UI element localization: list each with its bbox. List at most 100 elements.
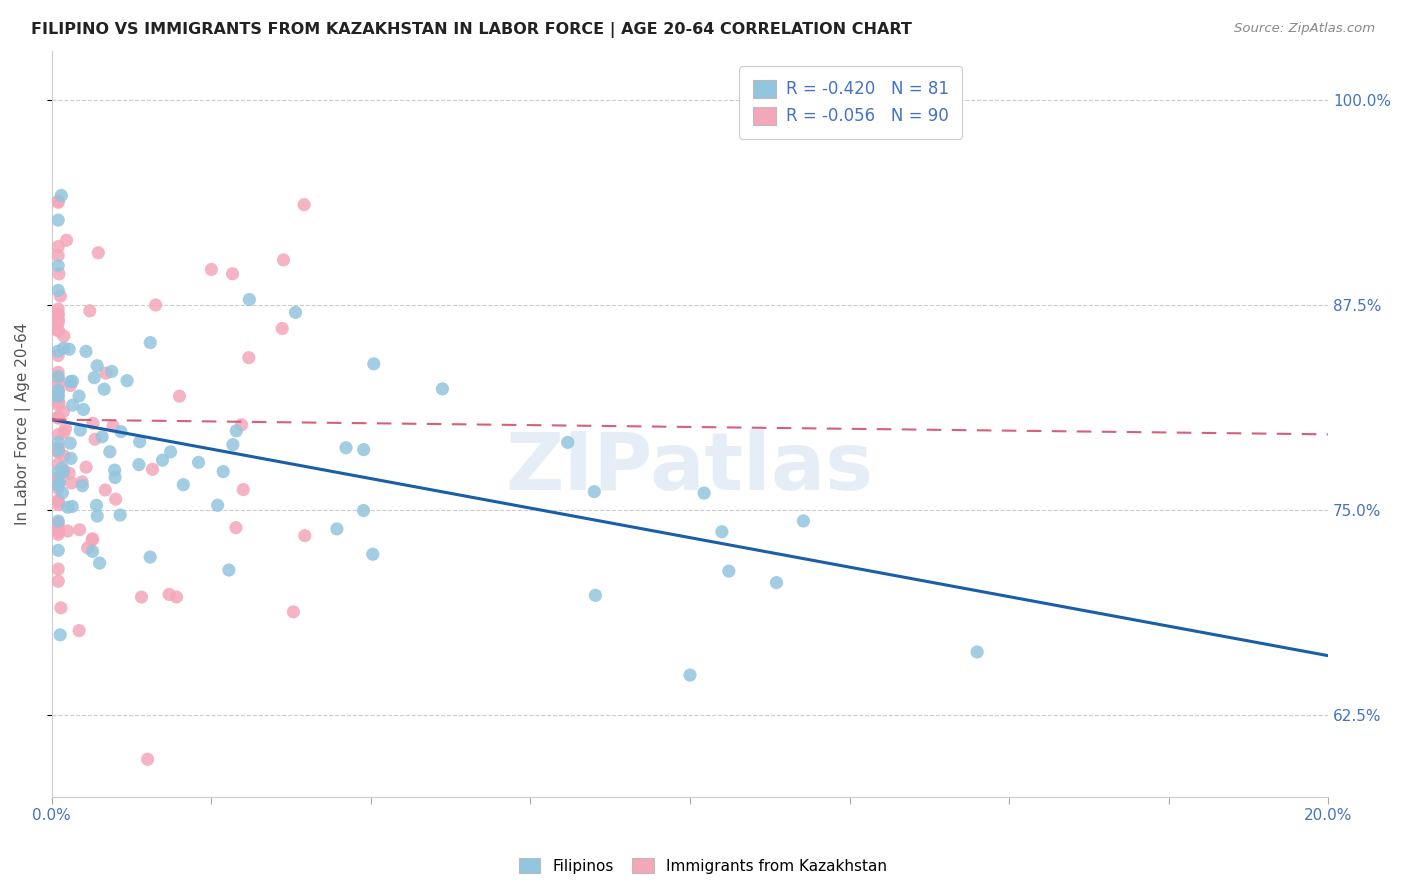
Point [46, 394, 69, 409]
Point [48, 475, 70, 489]
Point [966, 645, 988, 659]
Point [557, 435, 579, 450]
Point [48, 267, 70, 281]
Point [225, 424, 247, 438]
Point [52, 405, 75, 419]
Point [62, 374, 84, 388]
Point [69, 423, 91, 437]
Point [46, 323, 69, 337]
Point [46, 313, 69, 327]
Point [49, 289, 72, 303]
Point [46, 348, 69, 362]
Point [283, 605, 305, 619]
Point [238, 293, 260, 307]
Point [46, 514, 69, 528]
Point [89, 556, 111, 570]
Point [55, 233, 77, 247]
Point [58, 466, 80, 480]
Point [51, 460, 73, 475]
Point [51, 188, 73, 202]
Point [46, 389, 69, 403]
Point [49, 628, 72, 642]
Point [58, 342, 80, 356]
Point [55, 421, 77, 435]
Point [94, 483, 117, 497]
Point [284, 305, 307, 319]
Point [46, 478, 69, 492]
Point [157, 587, 180, 601]
Point [792, 514, 814, 528]
Point [53, 449, 76, 463]
Point [46, 435, 69, 450]
Point [79, 303, 101, 318]
Text: FILIPINO VS IMMIGRANTS FROM KAZAKHSTAN IN LABOR FORCE | AGE 20-64 CORRELATION CH: FILIPINO VS IMMIGRANTS FROM KAZAKHSTAN I… [31, 22, 912, 38]
Point [59, 451, 82, 466]
Point [87, 245, 110, 260]
Point [710, 524, 733, 539]
Point [294, 529, 316, 543]
Point [432, 382, 454, 396]
Point [46, 427, 69, 442]
Point [72, 402, 94, 417]
Point [218, 563, 240, 577]
Point [46, 324, 69, 338]
Point [62, 398, 84, 412]
Point [48, 524, 70, 539]
Point [46, 308, 69, 322]
Y-axis label: In Labor Force | Age 20-64: In Labor Force | Age 20-64 [15, 323, 31, 524]
Point [46, 384, 69, 399]
Point [46, 527, 69, 541]
Point [212, 465, 235, 479]
Point [100, 364, 122, 378]
Point [46, 284, 69, 298]
Point [46, 410, 69, 425]
Point [94, 366, 117, 380]
Point [67, 389, 90, 403]
Point [152, 453, 174, 467]
Point [292, 198, 315, 212]
Text: Source: ZipAtlas.com: Source: ZipAtlas.com [1234, 22, 1375, 36]
Point [46, 562, 69, 576]
Point [52, 465, 75, 479]
Point [46, 482, 69, 496]
Legend: Filipinos, Immigrants from Kazakhstan: Filipinos, Immigrants from Kazakhstan [513, 852, 893, 880]
Point [46, 383, 69, 397]
Point [72, 479, 94, 493]
Point [693, 486, 716, 500]
Point [48, 498, 70, 512]
Point [169, 389, 191, 403]
Point [583, 588, 606, 602]
Point [207, 498, 229, 512]
Point [115, 374, 138, 388]
Point [46, 259, 69, 273]
Point [46, 519, 69, 533]
Point [583, 484, 606, 499]
Point [326, 522, 349, 536]
Point [59, 436, 82, 450]
Point [104, 463, 127, 477]
Point [679, 668, 702, 682]
Point [221, 267, 243, 281]
Point [46, 493, 69, 508]
Point [335, 441, 357, 455]
Point [46, 442, 69, 456]
Point [82, 417, 104, 431]
Point [46, 376, 69, 391]
Point [49, 600, 72, 615]
Point [187, 455, 209, 469]
Point [46, 388, 69, 402]
Point [53, 464, 76, 478]
Point [98, 444, 121, 458]
Point [46, 441, 69, 455]
Point [128, 458, 150, 472]
Point [46, 474, 69, 488]
Text: ZIPatlas: ZIPatlas [506, 429, 875, 508]
Point [101, 419, 124, 434]
Point [717, 564, 740, 578]
Point [172, 477, 194, 491]
Point [46, 516, 69, 530]
Point [46, 313, 69, 327]
Point [86, 498, 108, 512]
Point [271, 321, 294, 335]
Point [139, 335, 162, 350]
